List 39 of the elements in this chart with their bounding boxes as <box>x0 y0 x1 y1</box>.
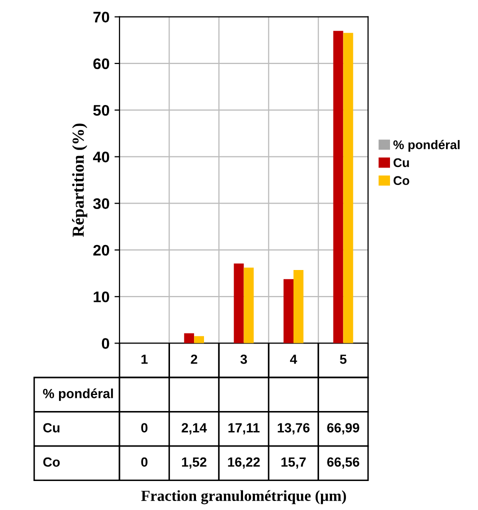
y-tick-label: 10 <box>94 291 110 302</box>
data-label: 2,14 <box>182 423 207 434</box>
data-label: 15,7 <box>281 458 306 469</box>
bar <box>333 30 344 344</box>
y-tick-label: 70 <box>93 12 110 23</box>
data-label: 66,99 <box>327 423 360 434</box>
bar <box>184 333 194 344</box>
data-label: 17,11 <box>228 423 260 434</box>
y-tick-label: 30 <box>93 198 110 210</box>
y-tick-label: 0 <box>102 338 110 349</box>
data-label: 1,52 <box>182 457 206 469</box>
x-tick-label: 3 <box>240 354 247 364</box>
bar <box>284 279 294 344</box>
bar <box>293 270 304 344</box>
data-label: 13,76 <box>278 423 310 434</box>
x-tick-label: 2 <box>190 354 198 364</box>
data-label: 0 <box>141 423 148 432</box>
text: Cu <box>43 423 60 432</box>
x-tick-label: 5 <box>340 354 347 364</box>
y-tick-label: 60 <box>93 58 110 70</box>
bar <box>234 263 244 344</box>
text: Co <box>43 457 60 467</box>
y-tick-label: 50 <box>93 104 110 116</box>
text: % pondéral <box>43 388 113 401</box>
y-tick-label: 20 <box>93 244 110 256</box>
text: Fraction granulométrique (µm) <box>141 490 346 504</box>
y-tick-label: 40 <box>93 152 110 162</box>
legend-label: % pondéral <box>393 140 460 152</box>
legend-label: Co <box>394 176 410 186</box>
data-label: 66,56 <box>327 457 360 469</box>
x-tick-label: 4 <box>290 354 298 364</box>
legend-label: Cu <box>394 158 409 168</box>
y-axis-title: Répartition (%) <box>72 124 88 237</box>
bar <box>244 268 254 344</box>
bar <box>343 32 354 344</box>
bar <box>194 336 204 344</box>
data-label: 16,22 <box>228 457 260 469</box>
x-tick-label: 1 <box>142 354 148 364</box>
data-label: 0 <box>141 457 148 467</box>
